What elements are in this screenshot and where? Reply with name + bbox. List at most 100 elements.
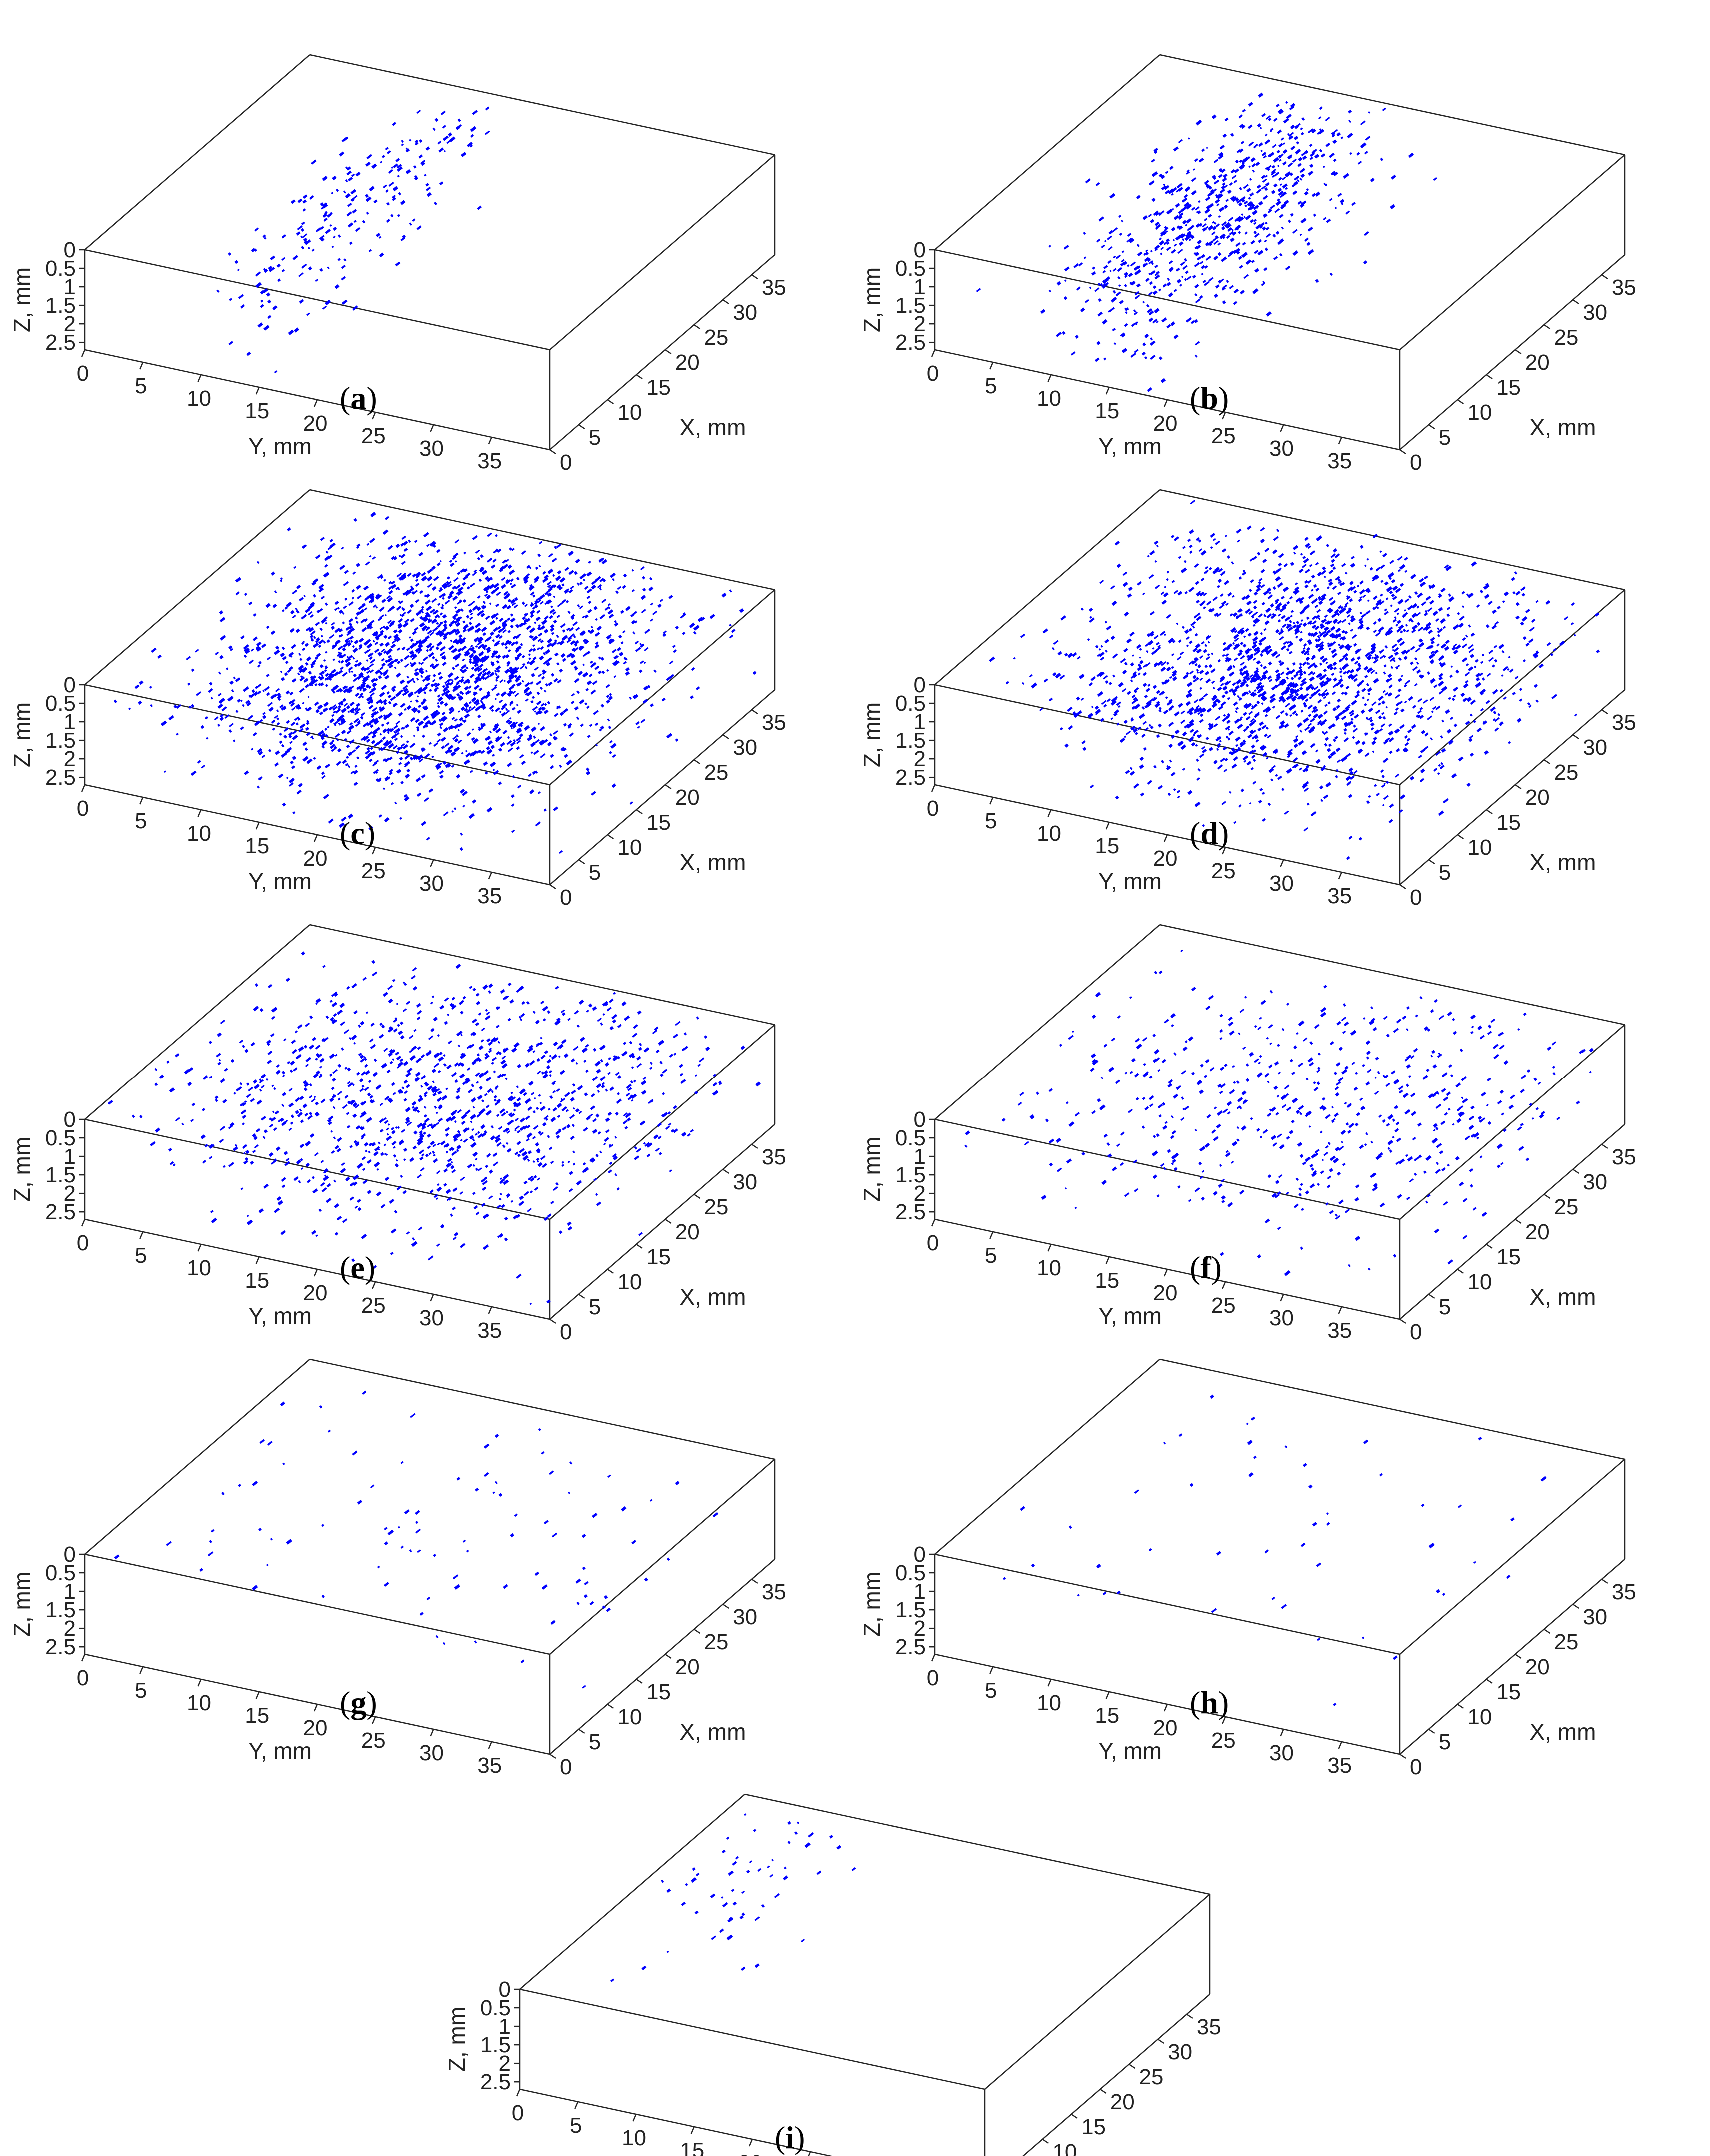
data-point — [617, 647, 621, 652]
data-point — [302, 702, 304, 704]
data-point — [1276, 200, 1282, 206]
data-point — [1142, 215, 1148, 220]
data-point — [1229, 671, 1235, 677]
data-point — [498, 748, 502, 752]
data-point — [1497, 606, 1501, 609]
data-point — [1181, 567, 1187, 573]
data-point — [1140, 792, 1144, 796]
data-point — [1265, 608, 1271, 613]
data-point — [1279, 214, 1283, 218]
data-point — [399, 817, 402, 819]
data-point — [542, 571, 546, 575]
x-tick-mark — [1457, 400, 1463, 404]
data-point — [1476, 677, 1480, 681]
data-point — [289, 778, 295, 783]
data-point — [1383, 671, 1386, 674]
data-point — [1435, 706, 1441, 710]
data-point — [644, 662, 646, 664]
data-point — [1236, 528, 1241, 533]
data-point — [281, 234, 286, 239]
data-point — [1179, 284, 1182, 287]
data-point — [1239, 187, 1242, 191]
data-point — [292, 735, 298, 740]
data-point — [513, 739, 516, 743]
data-point — [1226, 280, 1229, 283]
data-point — [1180, 651, 1184, 655]
data-point — [582, 664, 585, 666]
data-point — [622, 630, 625, 633]
data-point — [444, 150, 446, 152]
data-point — [1271, 190, 1276, 194]
data-point — [410, 717, 416, 722]
data-point — [1399, 641, 1405, 646]
data-point — [1210, 546, 1213, 549]
data-point — [1229, 285, 1233, 289]
data-point — [578, 671, 583, 676]
data-point — [1194, 699, 1198, 703]
data-point — [507, 736, 510, 739]
data-point — [1103, 704, 1107, 708]
data-point — [1330, 273, 1333, 276]
data-point — [1193, 679, 1197, 683]
data-point — [1253, 631, 1259, 636]
data-point — [344, 703, 348, 707]
data-point — [1365, 136, 1370, 141]
data-point — [1418, 642, 1424, 648]
x-tick-label: 25 — [704, 325, 728, 350]
data-point — [1169, 760, 1172, 763]
data-point — [1206, 147, 1208, 149]
data-point — [352, 209, 357, 214]
data-point — [1172, 676, 1177, 681]
data-point — [351, 597, 354, 599]
data-point — [415, 718, 420, 723]
data-point — [1427, 607, 1432, 612]
data-point — [1319, 106, 1323, 110]
y-tick-mark — [140, 362, 143, 369]
data-point — [1096, 341, 1101, 345]
data-point — [1411, 613, 1417, 618]
data-point — [1353, 590, 1357, 593]
data-point — [418, 154, 423, 158]
data-point — [641, 609, 646, 613]
data-point — [1408, 696, 1413, 701]
data-point — [753, 671, 757, 675]
data-point — [515, 641, 519, 644]
data-point — [457, 729, 460, 731]
data-point — [386, 722, 390, 725]
data-point — [1159, 356, 1162, 360]
data-point — [367, 543, 370, 546]
data-point — [1523, 659, 1526, 662]
data-point — [1353, 770, 1358, 774]
data-point — [195, 649, 199, 652]
data-point — [1146, 650, 1149, 653]
z-tick-label: 2.5 — [895, 330, 926, 355]
data-point — [325, 602, 328, 606]
x-tick-label: 20 — [675, 350, 700, 375]
data-point — [491, 564, 496, 569]
data-point — [437, 562, 441, 566]
data-point — [1253, 600, 1258, 604]
data-point — [1447, 607, 1451, 610]
data-point — [1199, 753, 1204, 758]
data-point — [635, 721, 640, 725]
data-point — [1232, 642, 1235, 645]
data-point — [1119, 300, 1124, 304]
data-point — [1380, 769, 1384, 773]
data-point — [1194, 802, 1200, 807]
data-point — [530, 614, 534, 618]
data-point — [1301, 132, 1304, 136]
data-point — [276, 722, 280, 726]
data-point — [1398, 678, 1402, 682]
data-point — [1323, 166, 1325, 168]
data-point — [1238, 804, 1242, 807]
data-point — [1471, 561, 1477, 567]
data-point — [1144, 356, 1147, 359]
data-point — [1273, 118, 1278, 122]
data-point — [1346, 670, 1350, 674]
data-point — [1217, 764, 1223, 769]
data-point — [1073, 263, 1079, 268]
data-point — [1440, 762, 1443, 765]
box-edge — [935, 250, 1400, 350]
data-point — [1311, 589, 1314, 592]
